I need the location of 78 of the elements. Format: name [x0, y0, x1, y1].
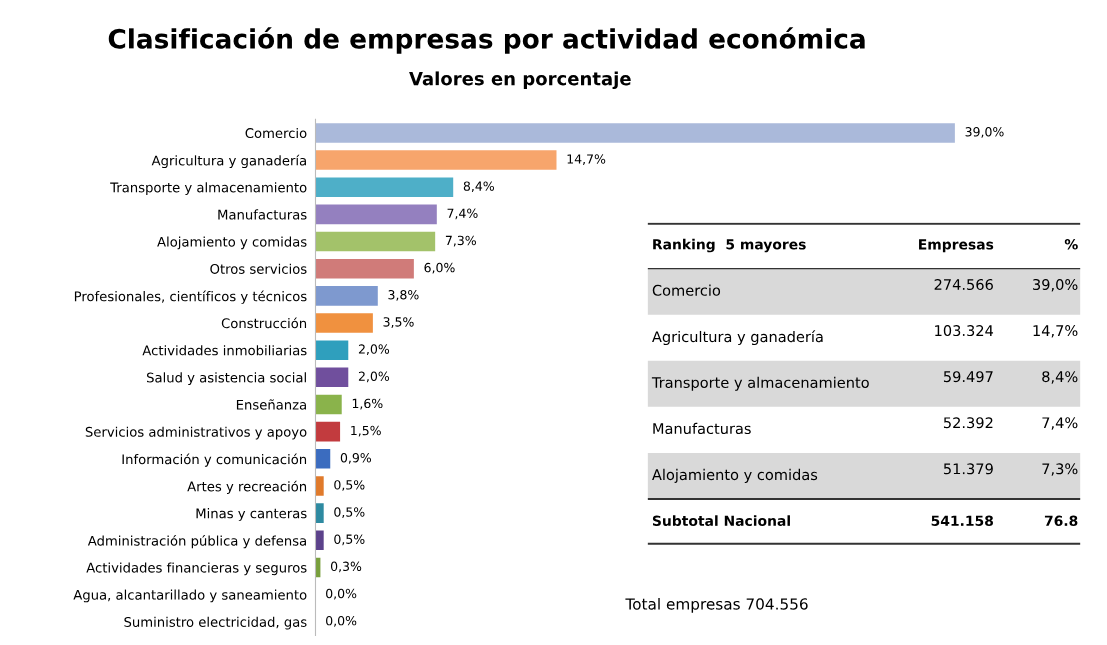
annotation: Agricultura y ganadería	[652, 330, 823, 346]
data-label: 0,3%	[330, 561, 362, 573]
annotation: Alojamiento y comidas	[652, 468, 818, 483]
y-tick-label: Transporte y almacenamiento	[110, 182, 307, 195]
text: 8,4%	[1042, 371, 1078, 384]
data-label: 0,0%	[326, 588, 357, 600]
annotation: Manufacturas	[653, 422, 751, 435]
data-label: 1,6%	[352, 398, 383, 410]
annotation: Transporte y almacenamiento	[651, 376, 869, 391]
bar	[315, 449, 331, 469]
annotation: 541.158	[931, 515, 993, 527]
data-label: 7,4%	[447, 208, 478, 220]
y-tick-label: Actividades financieras y seguros	[86, 562, 307, 576]
data-label: 14,7%	[567, 154, 606, 165]
y-tick-label: Suministro electricidad, gas	[124, 616, 307, 630]
chart-title: Clasificación de empresas por actividad económica	[108, 27, 865, 54]
y-tick-label: Comercio	[245, 127, 307, 139]
data-label: 3,8%	[388, 290, 419, 301]
data-label: 0,5%	[334, 480, 365, 491]
annotation: 52.392	[943, 417, 993, 429]
data-label: 39,0%	[965, 127, 1004, 138]
data-label: 0,5%	[334, 507, 365, 519]
bar	[315, 340, 349, 360]
y-tick-label: Actividades inmobiliarias	[142, 345, 307, 356]
data-label: 1,5%	[351, 425, 381, 437]
text: 7,3%	[1042, 463, 1078, 476]
y-tick-label: Salud y asistencia social	[147, 372, 306, 386]
bar	[315, 204, 437, 225]
bar	[315, 123, 955, 143]
y-tick-label: Artes y recreación	[187, 480, 307, 494]
bar	[315, 503, 324, 523]
data-label: 8,4%	[463, 181, 494, 193]
y-tick-label: Enseñanza	[236, 399, 306, 410]
y-tick-label: Información y comunicación	[122, 453, 307, 467]
bar	[315, 367, 349, 388]
data-label: 6,0%	[424, 262, 455, 274]
text: 7,4%	[1042, 417, 1078, 430]
annotation: 274.566	[934, 278, 993, 291]
bar	[315, 476, 324, 496]
annotation: Subtotal Nacional	[652, 515, 790, 527]
y-tick-label: Servicios administrativos y apoyo	[85, 426, 307, 440]
bar	[315, 150, 557, 170]
data-label: 2,0%	[358, 344, 390, 356]
text: %	[1064, 239, 1078, 250]
y-tick-label: Manufacturas	[218, 209, 307, 220]
bar	[315, 394, 342, 415]
bar	[315, 530, 324, 551]
annotation: 59.497	[943, 371, 993, 383]
y-tick-label: Administración pública y defensa	[87, 535, 306, 549]
text: 76.8	[1044, 515, 1078, 527]
bar	[315, 231, 436, 252]
y-tick-label: Minas y canteras	[196, 508, 307, 521]
data-label: 3,5%	[383, 317, 414, 328]
annotation: Ranking 5 mayores	[653, 238, 806, 253]
y-tick-label: Construcción	[221, 317, 307, 329]
bar	[315, 313, 373, 333]
data-label: 0,5%	[334, 534, 365, 546]
annotation: 103.324	[935, 325, 994, 337]
bar	[315, 258, 414, 279]
data-label: 2,0%	[358, 371, 390, 383]
y-tick-label: Agua, alcantarillado y saneamiento	[73, 589, 307, 603]
bar	[315, 177, 454, 197]
y-tick-label: Agricultura y ganadería	[151, 154, 306, 169]
bar	[315, 421, 341, 442]
y-tick-label: Profesionales, científicos y técnicos	[74, 290, 307, 304]
data-label: 0,9%	[340, 452, 372, 464]
chart-subtitle: Valores en porcentaje	[409, 71, 631, 90]
data-label: 0,0%	[326, 615, 357, 627]
text: 39,0%	[1033, 278, 1078, 292]
annotation: Comercio	[652, 284, 721, 296]
text: 14,7%	[1033, 325, 1078, 338]
data-label: 7,3%	[445, 235, 476, 247]
bar	[315, 286, 378, 306]
y-tick-label: Otros servicios	[210, 263, 307, 274]
annotation: 51.379	[943, 463, 993, 475]
annotation: Empresas	[919, 239, 994, 253]
y-tick-label: Alojamiento y comidas	[157, 236, 307, 250]
annotation: Total empresas 704.556	[625, 597, 808, 613]
